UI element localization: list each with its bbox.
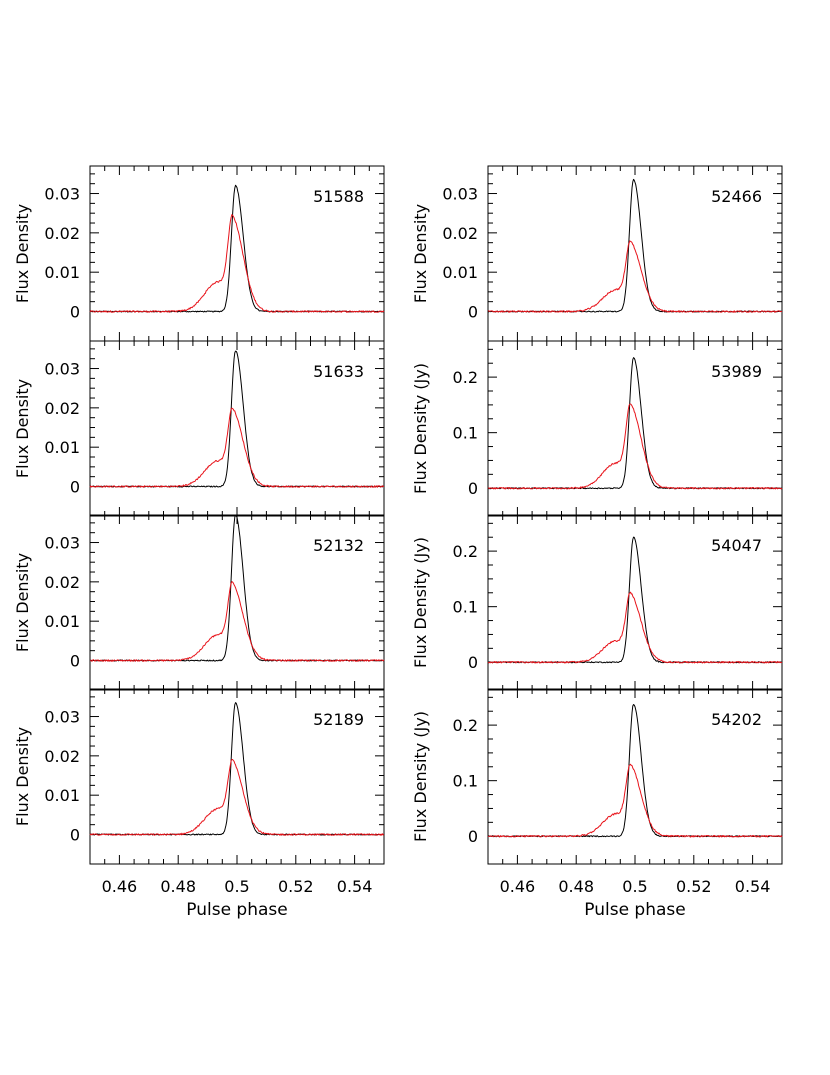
panel-label-0-0: 51588 [313,187,364,206]
y-tick-label-0-1-1: 0.01 [44,438,80,457]
y-tick-label-0-0-0: 0 [70,303,80,322]
y-tick-label-1-2-2: 0.2 [453,542,478,561]
panel-label-0-3: 52189 [313,710,364,729]
y-tick-label-0-1-3: 0.03 [44,360,80,379]
y-axis-label-0-3: Flux Density [13,727,32,826]
x-tick-label-1-1: 0.48 [558,877,594,896]
x-axis-label-0: Pulse phase [186,900,287,920]
y-tick-label-1-2-1: 0.1 [453,598,478,617]
y-tick-label-1-3-0: 0 [468,827,478,846]
y-tick-label-1-3-1: 0.1 [453,772,478,791]
y-tick-label-0-3-0: 0 [70,826,80,845]
red-profile-0-2 [89,581,385,662]
y-tick-label-0-3-2: 0.02 [44,747,80,766]
y-axis-label-1-1: Flux Density (Jy) [411,363,430,494]
panel-label-1-2: 54047 [711,536,762,555]
y-tick-label-0-0-1: 0.01 [44,263,80,282]
y-tick-label-1-2-0: 0 [468,653,478,672]
x-tick-label-0-0: 0.46 [102,877,138,896]
panel-label-1-0: 52466 [711,187,762,206]
y-tick-label-0-0-2: 0.02 [44,224,80,243]
x-tick-label-1-3: 0.52 [676,877,712,896]
x-tick-label-1-2: 0.5 [622,877,647,896]
x-tick-label-0-1: 0.48 [160,877,196,896]
y-tick-label-0-2-3: 0.03 [44,534,80,553]
y-tick-label-0-2-0: 0 [70,652,80,671]
red-profile-1-0 [487,240,783,313]
y-tick-label-1-0-0: 0 [468,303,478,322]
y-tick-label-0-0-3: 0.03 [44,185,80,204]
y-axis-label-0-0: Flux Density [13,204,32,303]
panel-label-1-1: 53989 [711,362,762,381]
panel-label-0-1: 51633 [313,362,364,381]
y-tick-label-1-1-0: 0 [468,479,478,498]
red-profile-1-1 [487,403,783,490]
x-tick-label-1-4: 0.54 [735,877,771,896]
y-tick-label-1-0-1: 0.01 [442,263,478,282]
y-axis-label-1-3: Flux Density (Jy) [411,711,430,842]
y-axis-label-1-2: Flux Density (Jy) [411,537,430,668]
y-axis-label-0-2: Flux Density [13,553,32,652]
y-tick-label-1-1-1: 0.1 [453,424,478,443]
x-tick-label-1-0: 0.46 [500,877,536,896]
y-axis-label-1-0: Flux Density [411,204,430,303]
y-tick-label-0-3-3: 0.03 [44,708,80,727]
y-tick-label-0-1-0: 0 [70,478,80,497]
red-profile-1-3 [487,763,783,838]
red-profile-1-2 [487,591,783,664]
x-axis-label-1: Pulse phase [584,900,685,920]
x-tick-label-0-3: 0.52 [278,877,314,896]
y-axis-label-0-1: Flux Density [13,379,32,478]
x-tick-label-0-4: 0.54 [337,877,373,896]
panel-label-1-3: 54202 [711,710,762,729]
y-tick-label-0-3-1: 0.01 [44,786,80,805]
red-profile-0-3 [89,759,385,836]
red-profile-0-0 [89,214,385,313]
y-tick-label-1-1-2: 0.2 [453,368,478,387]
y-tick-label-0-1-2: 0.02 [44,399,80,418]
x-tick-label-0-2: 0.5 [224,877,249,896]
y-tick-label-1-0-3: 0.03 [442,185,478,204]
y-tick-label-0-2-1: 0.01 [44,612,80,631]
red-profile-0-1 [89,407,384,488]
y-tick-label-0-2-2: 0.02 [44,573,80,592]
y-tick-label-1-3-2: 0.2 [453,716,478,735]
y-tick-label-1-0-2: 0.02 [442,224,478,243]
panel-label-0-2: 52132 [313,536,364,555]
